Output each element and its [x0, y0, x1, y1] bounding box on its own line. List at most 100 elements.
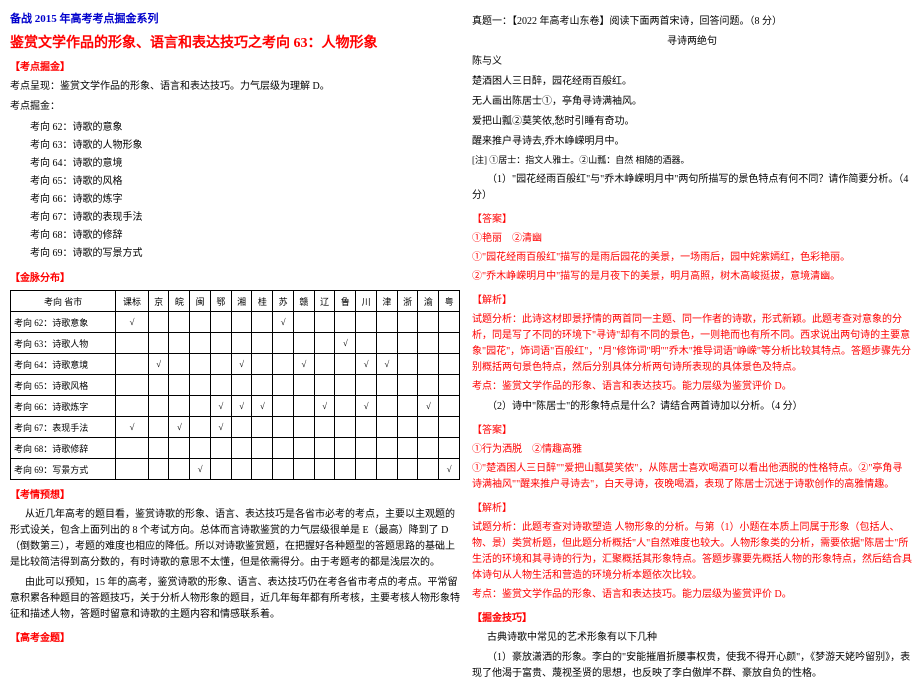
cell: [314, 333, 335, 354]
cell: [148, 438, 169, 459]
poem-line-1: 楚酒困人三日醉，园花经雨百般红。: [472, 74, 912, 90]
cell: √: [116, 312, 148, 333]
cell: [293, 417, 314, 438]
left-column: 备战 2015 年高考考点掘金系列 鉴赏文学作品的形象、语言和表达技巧之考向 6…: [10, 10, 460, 686]
row-label: 考向 64：诗歌意境: [11, 354, 116, 375]
cell: [169, 354, 190, 375]
cell: [252, 354, 273, 375]
cell: [231, 333, 252, 354]
cell: [148, 375, 169, 396]
kaodian-2: 考点：鉴赏文学作品的形象、语言和表达技巧。能力层级为鉴赏评价 D。: [472, 587, 912, 603]
cell: [210, 354, 231, 375]
cell: √: [116, 417, 148, 438]
item-62: 考向 62：诗歌的意象: [30, 119, 460, 137]
th-11: 鲁: [335, 291, 356, 312]
cell: √: [210, 396, 231, 417]
cell: [397, 438, 418, 459]
table-row: 考向 68：诗歌修辞: [11, 438, 460, 459]
th-0: 考向 省市: [11, 291, 116, 312]
row-label: 考向 69：写景方式: [11, 459, 116, 480]
cell: [397, 333, 418, 354]
cell: [169, 396, 190, 417]
cell: [190, 312, 211, 333]
cell: [190, 375, 211, 396]
cell: [376, 396, 397, 417]
jiexi-2-text: 试题分析：此题考查对诗歌塑造 人物形象的分析。与第（1）小题在本质上同属于形象（…: [472, 520, 912, 584]
cell: [397, 417, 418, 438]
cell: [252, 459, 273, 480]
cell: [418, 375, 439, 396]
jiexi-1-text: 试题分析：此诗这材即景抒情的两首同一主题、同一作者的诗歌，形式新颖。此题考查对意…: [472, 312, 912, 376]
cell: [439, 354, 460, 375]
poem-author: 陈与义: [472, 54, 912, 70]
cell: [116, 396, 148, 417]
cell: [314, 459, 335, 480]
cell: [210, 375, 231, 396]
cell: [210, 333, 231, 354]
cell: [252, 417, 273, 438]
cell: [169, 459, 190, 480]
cell: [376, 438, 397, 459]
jiexi-1-label: 【解析】: [472, 291, 912, 306]
cell: [148, 333, 169, 354]
th-7: 桂: [252, 291, 273, 312]
row-label: 考向 67：表现手法: [11, 417, 116, 438]
cell: [231, 438, 252, 459]
cell: [356, 459, 377, 480]
cell: [397, 396, 418, 417]
answer-2-1: ①行为洒脱 ②情趣高雅: [472, 442, 912, 458]
cell: [418, 438, 439, 459]
cell: [169, 438, 190, 459]
cell: [273, 438, 294, 459]
cell: [210, 459, 231, 480]
cell: [376, 459, 397, 480]
cell: [148, 417, 169, 438]
cell: [190, 354, 211, 375]
cell: [314, 312, 335, 333]
cell: [397, 375, 418, 396]
cell: [169, 375, 190, 396]
th-16: 粤: [439, 291, 460, 312]
item-63: 考向 63：诗歌的人物形象: [30, 137, 460, 155]
item-68: 考向 68：诗歌的修辞: [30, 227, 460, 245]
th-1: 课标: [116, 291, 148, 312]
row-label: 考向 68：诗歌修辞: [11, 438, 116, 459]
table-row: 考向 62：诗歌意象√√: [11, 312, 460, 333]
para-1: 从近几年高考的题目看，鉴赏诗歌的形象、语言、表达技巧是各省市必考的考点，主要以主…: [10, 507, 460, 571]
cell: [314, 354, 335, 375]
cell: [273, 354, 294, 375]
th-4: 闽: [190, 291, 211, 312]
poem-line-2: 无人画出陈居士①，亭角寻诗满袖风。: [472, 94, 912, 110]
table-row: 考向 63：诗歌人物√: [11, 333, 460, 354]
item-64: 考向 64：诗歌的意境: [30, 155, 460, 173]
jiexi-2-label: 【解析】: [472, 499, 912, 514]
table-row: 考向 65：诗歌风格: [11, 375, 460, 396]
cell: [116, 333, 148, 354]
cell: [356, 438, 377, 459]
cell: [293, 459, 314, 480]
th-6: 湘: [231, 291, 252, 312]
question-1: （1）"园花经雨百般红"与"乔木峥嵘明月中"两句所描写的景色特点有何不同？请作简…: [472, 172, 912, 204]
cell: [252, 375, 273, 396]
cell: [335, 417, 356, 438]
poem-line-4: 醒来推户寻诗去,乔木峥嵘明月中。: [472, 134, 912, 150]
cell: [231, 417, 252, 438]
cell: √: [231, 354, 252, 375]
cell: [190, 438, 211, 459]
cell: [148, 459, 169, 480]
row-label: 考向 66：诗歌炼字: [11, 396, 116, 417]
cell: [418, 312, 439, 333]
row-label: 考向 65：诗歌风格: [11, 375, 116, 396]
cell: √: [190, 459, 211, 480]
distribution-table: 考向 省市 课标 京 皖 闽 鄂 湘 桂 苏 赣 辽 鲁 川 津 浙 渝 粤 考…: [10, 290, 460, 480]
cell: [335, 396, 356, 417]
answer-2-2: ①"楚酒困人三日醉""爱把山瓢莫笑侬"，从陈居士喜欢喝酒可以看出他洒脱的性格特点…: [472, 461, 912, 493]
table-row: 考向 64：诗歌意境√√√√√: [11, 354, 460, 375]
table-row: 考向 69：写景方式 √ √: [11, 459, 460, 480]
cell: [335, 459, 356, 480]
kaodian-intro: 考点呈现：鉴赏文学作品的形象、语言和表达技巧。力气层级为理解 D。: [10, 79, 460, 95]
jiqiao-1: 古典诗歌中常见的艺术形象有以下几种: [472, 630, 912, 646]
row-label: 考向 62：诗歌意象: [11, 312, 116, 333]
cell: [273, 375, 294, 396]
cell: √: [439, 459, 460, 480]
